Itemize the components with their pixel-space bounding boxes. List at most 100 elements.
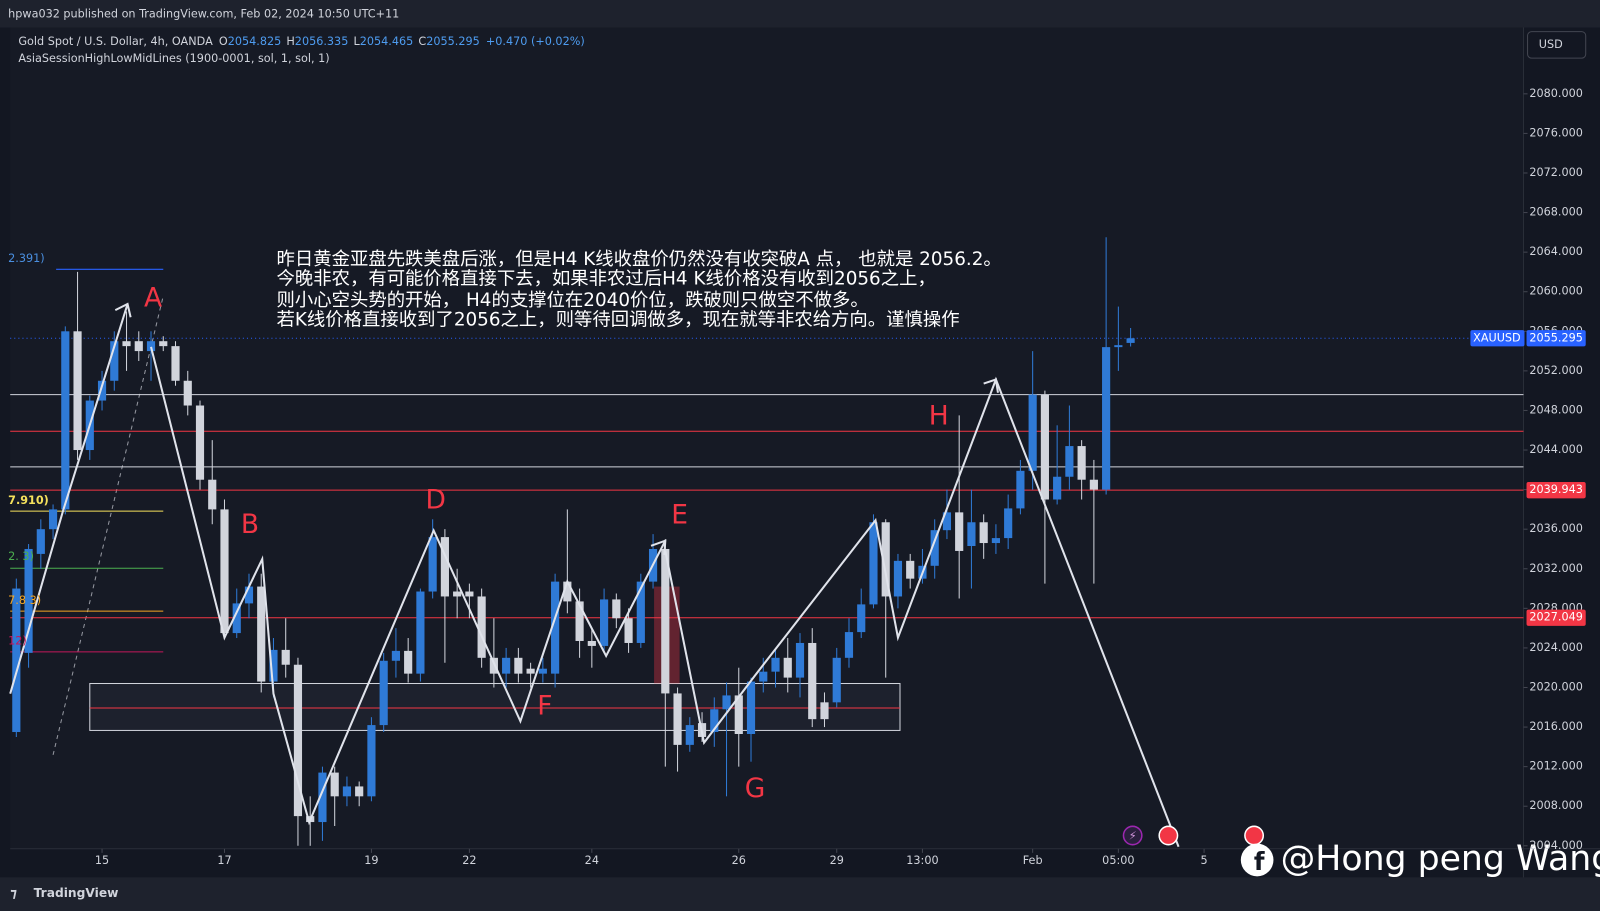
candle-body [367,725,376,797]
point-label: H [929,401,949,432]
candle-body [171,346,180,381]
x-tick-label: 15 [95,854,109,867]
candle-body [942,512,952,531]
note-line: 则小心空头势的开始， H4的支撑位在2040价位，跌破则只做空不做多。 [277,290,869,311]
candle-body [930,530,939,566]
candle-body [416,591,425,674]
x-tick-label: 26 [732,854,746,867]
candle-body [391,650,400,661]
point-label: D [426,484,446,515]
candle-body [465,591,474,597]
ohlc-label: H [286,35,294,48]
candle-body [734,695,743,734]
zone-box [89,682,901,731]
candle-body [832,657,841,703]
y-tick-label: 2072.000 [1529,166,1583,179]
candle-body [122,341,131,347]
candle-body [293,664,303,817]
candle-body [1053,476,1062,500]
event-icon[interactable] [1122,825,1143,846]
candle-body [955,512,964,551]
candle-body [134,341,143,352]
event-icon[interactable] [1158,825,1179,846]
candle-body [440,537,449,597]
candle-body [208,479,217,510]
candle-body [563,581,572,602]
arrow-head [650,539,667,556]
candle-body [795,642,805,678]
note-line: 若K线价格直接收到了2056之上，则等待回调做多，现在就等非农给方向。谨慎操作 [277,309,960,330]
y-tick-label: 2036.000 [1529,522,1583,535]
candle-body [1040,394,1049,500]
point-label: E [671,500,688,531]
change: +0.470 (+0.02%) [486,35,585,48]
event-icon[interactable] [1244,825,1265,846]
y-tick-label: 2020.000 [1529,680,1583,693]
y-tick-label: 2008.000 [1529,799,1583,812]
x-tick-label: 22 [462,854,476,867]
candle-body [538,668,547,674]
ohlc-value: 2055.295 [426,35,480,48]
x-tick-label: 17 [217,854,231,867]
candle-body [36,529,45,554]
candle-body [159,341,168,347]
candle-body [881,522,890,597]
event-icon-glyph: ⚡ [1129,830,1137,843]
facebook-icon [1240,843,1274,877]
y-tick-label: 2052.000 [1529,364,1583,377]
candle-body [220,509,229,634]
candle-body [24,548,33,653]
plot-area [10,27,1524,849]
y-tick-label: 2044.000 [1529,443,1583,456]
y-tick-label: 2032.000 [1529,562,1583,575]
candle-body [342,786,352,797]
candle-body [575,601,584,641]
candle-body [526,668,535,674]
note-line: 昨日黄金亚盘先跌美盘后涨，但是H4 K线收盘价仍然没有收突破A 点， 也就是 2… [277,249,1002,270]
candle-body [783,657,792,678]
ohlc-label: O [219,35,228,48]
candle-body [551,581,560,674]
candle-body [269,649,278,682]
candle-body [330,772,339,797]
currency-button[interactable] [1527,31,1587,59]
top-bar [0,0,1600,28]
publisher: hpwa032 published on TradingView.com, Fe… [8,7,399,20]
note-line: 今晚非农，有可能价格直接下去，如果非农过后H4 K线价格没有收到2056之上， [277,269,936,290]
candle-body [48,509,58,530]
candle-body [232,603,241,634]
candle-body [1089,479,1098,490]
candle-body [673,693,682,745]
candle-body [808,642,817,720]
candle-body [661,548,670,694]
candle-body [1016,470,1025,509]
candle-body [771,657,780,672]
candle-body [61,331,70,510]
candle-body [453,591,462,597]
fib-label: 7.910) [8,494,49,507]
candle-body [514,657,523,674]
y-tick-label: 2076.000 [1529,126,1583,139]
x-tick-label: Feb [1023,854,1043,867]
fib-label: 2. 3) [8,550,34,563]
fib-label: 12) [8,635,27,648]
y-tick-label: 2012.000 [1529,760,1583,773]
dashed-trend [52,295,164,756]
currency: USD [1539,38,1563,51]
candle-body [869,522,878,605]
y-tick-label: 2068.000 [1529,206,1583,219]
facebook-glyph: f [1254,847,1265,876]
x-tick-label: 5 [1201,854,1208,867]
price-label: 2039.943 [1529,483,1583,496]
ohlc-label: L [353,35,360,48]
y-tick-label: 2016.000 [1529,720,1583,733]
fib-label: 7.8 3) [8,594,41,607]
price-label-box [1526,482,1586,499]
candle-body [110,341,119,381]
bottom-bar [0,877,1600,911]
candle-body [281,649,290,665]
candle-body [624,618,633,643]
point-label: A [144,282,162,313]
candle-body [991,538,1000,544]
